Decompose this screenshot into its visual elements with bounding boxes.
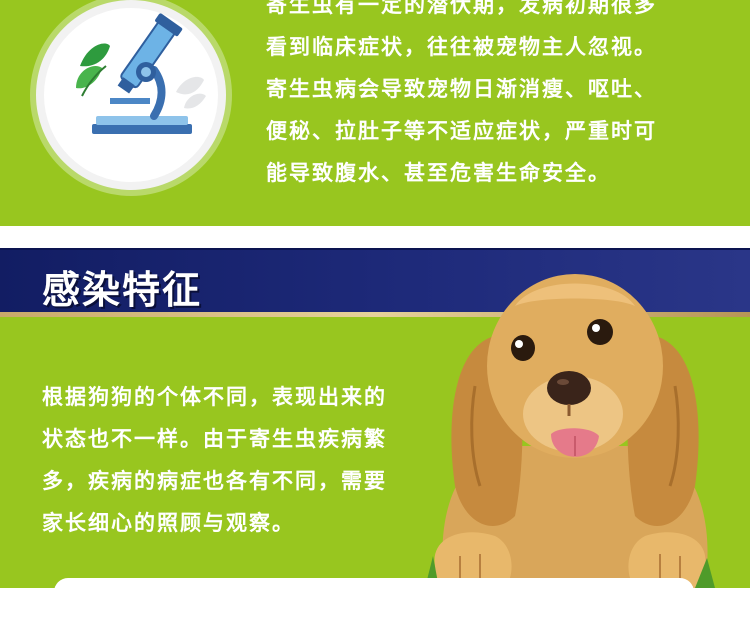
- feature-panel: 感染特征 根据狗狗的个体不同，表现出来的 状态也不一样。由于寄生虫疾病繁 多，疾…: [0, 248, 750, 588]
- intro-panel: 寄生虫有一定的潜伏期，发病初期很多 看到临床症状，往往被宠物主人忽视。 寄生虫病…: [0, 0, 750, 226]
- intro-line: 便秘、拉肚子等不适应症状，严重时可: [266, 119, 657, 143]
- feature-line: 状态也不一样。由于寄生虫疾病繁: [42, 427, 387, 451]
- intro-line: 寄生虫病会导致宠物日渐消瘦、呕吐、: [266, 77, 657, 101]
- feature-paragraph: 根据狗狗的个体不同，表现出来的 状态也不一样。由于寄生虫疾病繁 多，疾病的病症也…: [42, 376, 387, 544]
- microscope-icon: [76, 13, 206, 134]
- intro-line: 看到临床症状，往往被宠物主人忽视。: [266, 35, 657, 59]
- section-divider: [0, 226, 750, 248]
- feature-line: 家长细心的照顾与观察。: [42, 511, 295, 535]
- section-title: 感染特征: [42, 267, 203, 312]
- feature-line: 根据狗狗的个体不同，表现出来的: [42, 385, 387, 409]
- next-section-card: [54, 578, 694, 618]
- intro-line: 能导致腹水、甚至危害生命安全。: [266, 161, 611, 185]
- feature-line: 多，疾病的病症也各有不同，需要: [42, 469, 387, 493]
- dog-illustration: [425, 266, 715, 588]
- microscope-badge: [36, 0, 226, 190]
- intro-line: 寄生虫有一定的潜伏期，发病初期很多: [266, 0, 657, 17]
- header-gold-rule: [0, 312, 750, 317]
- intro-paragraph: 寄生虫有一定的潜伏期，发病初期很多 看到临床症状，往往被宠物主人忽视。 寄生虫病…: [266, 0, 657, 194]
- leaf-icon: [76, 43, 110, 97]
- dog-icon: [425, 274, 715, 588]
